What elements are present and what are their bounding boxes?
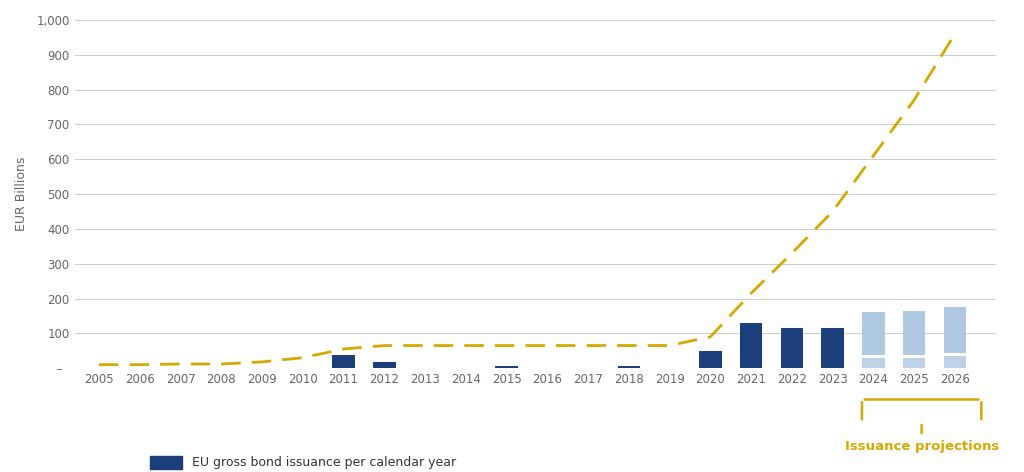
Bar xyxy=(862,312,885,355)
Bar xyxy=(496,366,518,368)
Bar xyxy=(821,328,844,368)
Bar xyxy=(617,366,640,368)
Bar xyxy=(862,358,885,368)
Bar xyxy=(903,311,926,355)
Bar xyxy=(740,323,762,368)
Bar xyxy=(944,307,966,353)
Bar xyxy=(944,356,966,368)
Bar xyxy=(780,328,803,368)
Bar xyxy=(903,358,926,368)
Bar xyxy=(699,351,722,368)
Y-axis label: EUR Billions: EUR Billions xyxy=(15,157,28,231)
Bar xyxy=(373,362,395,368)
Legend: EU gross bond issuance per calendar year, EU outstanding bonds at end of calenda: EU gross bond issuance per calendar year… xyxy=(145,451,485,472)
Bar xyxy=(333,355,354,368)
Text: Issuance projections: Issuance projections xyxy=(845,439,998,453)
